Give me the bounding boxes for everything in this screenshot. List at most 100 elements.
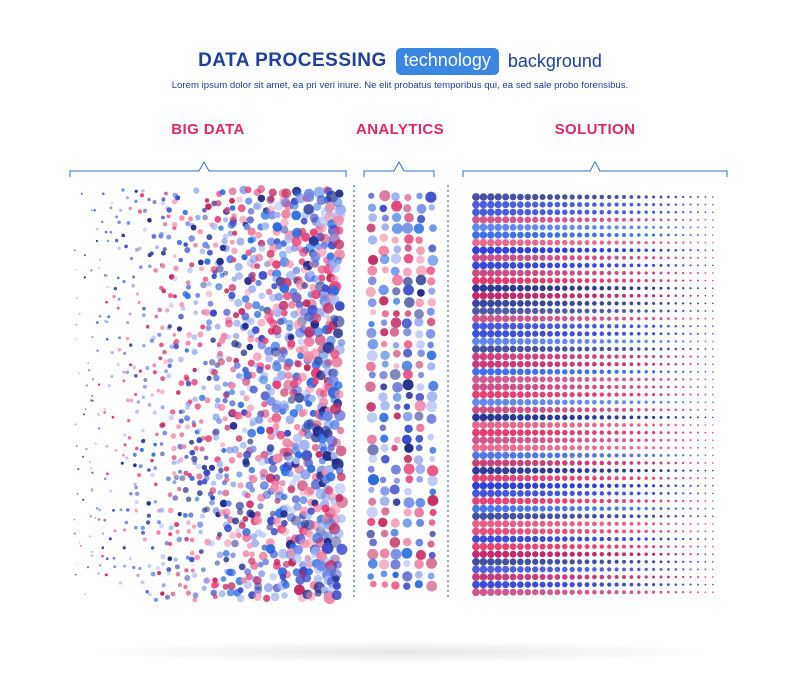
solution-dot (517, 581, 524, 588)
big-data-dot (164, 191, 168, 196)
analytics-dot (390, 548, 402, 560)
big-data-dot (231, 539, 239, 548)
analytics-dot (380, 350, 390, 360)
big-data-dot (186, 520, 191, 526)
solution-dot (622, 544, 626, 549)
solution-dot (472, 314, 480, 323)
solution-dot (674, 264, 678, 267)
solution-dot (502, 239, 510, 247)
solution-dot (577, 338, 583, 344)
solution-dot (592, 483, 597, 489)
solution-dot (517, 398, 524, 406)
divider-dot (353, 335, 355, 337)
solution-dot (539, 315, 546, 322)
solution-dot (509, 573, 517, 581)
solution-dot (659, 438, 663, 442)
solution-dot (652, 195, 656, 199)
solution-dot (592, 308, 597, 314)
solution-dot (539, 399, 546, 406)
solution-dot (689, 385, 692, 389)
big-data-dot (126, 508, 130, 512)
solution-dot (614, 217, 619, 222)
big-data-dot (82, 455, 84, 458)
solution-dot (517, 292, 524, 300)
solution-dot (614, 536, 619, 542)
solution-dot (599, 202, 605, 207)
solution-dot (577, 430, 583, 436)
big-data-dot (326, 252, 335, 261)
solution-dot (539, 467, 546, 474)
solution-dot (584, 369, 590, 375)
big-data-dot (203, 309, 211, 316)
big-data-dot (287, 339, 296, 348)
big-data-dot (293, 433, 303, 443)
solution-dot (547, 589, 553, 596)
solution-dot (479, 314, 488, 323)
big-data-dot (122, 546, 126, 550)
solution-dot (577, 551, 583, 557)
big-data-dot (244, 302, 253, 310)
big-data-dot (142, 537, 147, 542)
solution-dot (517, 345, 524, 353)
solution-dot (712, 287, 714, 289)
big-data-dot (336, 426, 345, 435)
big-data-dot (171, 445, 177, 452)
divider-dot (353, 390, 355, 392)
big-data-dot (185, 280, 191, 286)
solution-dot (592, 323, 597, 329)
solution-dot (607, 225, 612, 230)
solution-dot (592, 285, 597, 291)
solution-dot (502, 360, 510, 368)
big-data-dot (300, 408, 308, 416)
solution-dot (539, 361, 546, 368)
big-data-dot (210, 495, 216, 501)
big-data-dot (216, 257, 224, 266)
solution-dot (674, 241, 678, 244)
solution-dot (502, 277, 510, 285)
solution-dot (704, 241, 707, 244)
big-data-dot (217, 490, 223, 496)
solution-dot (502, 581, 510, 589)
solution-dot (517, 376, 524, 383)
big-data-dot (257, 503, 264, 510)
big-data-dot (235, 341, 242, 349)
big-data-dot (156, 530, 161, 535)
solution-dot (524, 353, 532, 360)
big-data-dot (123, 351, 127, 355)
big-data-dot (266, 444, 275, 452)
solution-dot (539, 581, 546, 588)
solution-dot (562, 452, 568, 459)
solution-dot (472, 573, 480, 581)
big-data-dot (149, 251, 154, 256)
solution-dot (569, 315, 575, 322)
solution-dot (614, 346, 619, 352)
solution-dot (539, 376, 546, 383)
big-data-dot (228, 382, 236, 390)
solution-dot (547, 300, 553, 307)
solution-dot (629, 445, 634, 450)
solution-dot (547, 353, 553, 360)
big-data-dot (117, 276, 120, 280)
big-data-dot (274, 211, 281, 219)
solution-dot (479, 573, 488, 581)
analytics-dot (382, 266, 389, 274)
solution-dot (667, 210, 670, 214)
solution-dot (704, 325, 707, 328)
solution-dot (689, 249, 692, 252)
solution-dot (577, 262, 583, 268)
solution-dot (509, 193, 517, 201)
solution-dot (494, 307, 502, 315)
big-data-dot (279, 480, 286, 487)
big-data-dot (243, 450, 252, 459)
solution-dot (682, 522, 685, 525)
solution-dot (607, 293, 612, 298)
solution-dot (674, 438, 678, 442)
solution-dot (569, 483, 575, 489)
solution-dot (562, 467, 568, 474)
big-data-dot (189, 550, 195, 556)
big-data-dot (135, 446, 139, 451)
solution-dot (532, 338, 539, 345)
solution-dot (509, 565, 517, 573)
big-data-dot (134, 507, 138, 511)
big-data-dot (167, 292, 174, 299)
